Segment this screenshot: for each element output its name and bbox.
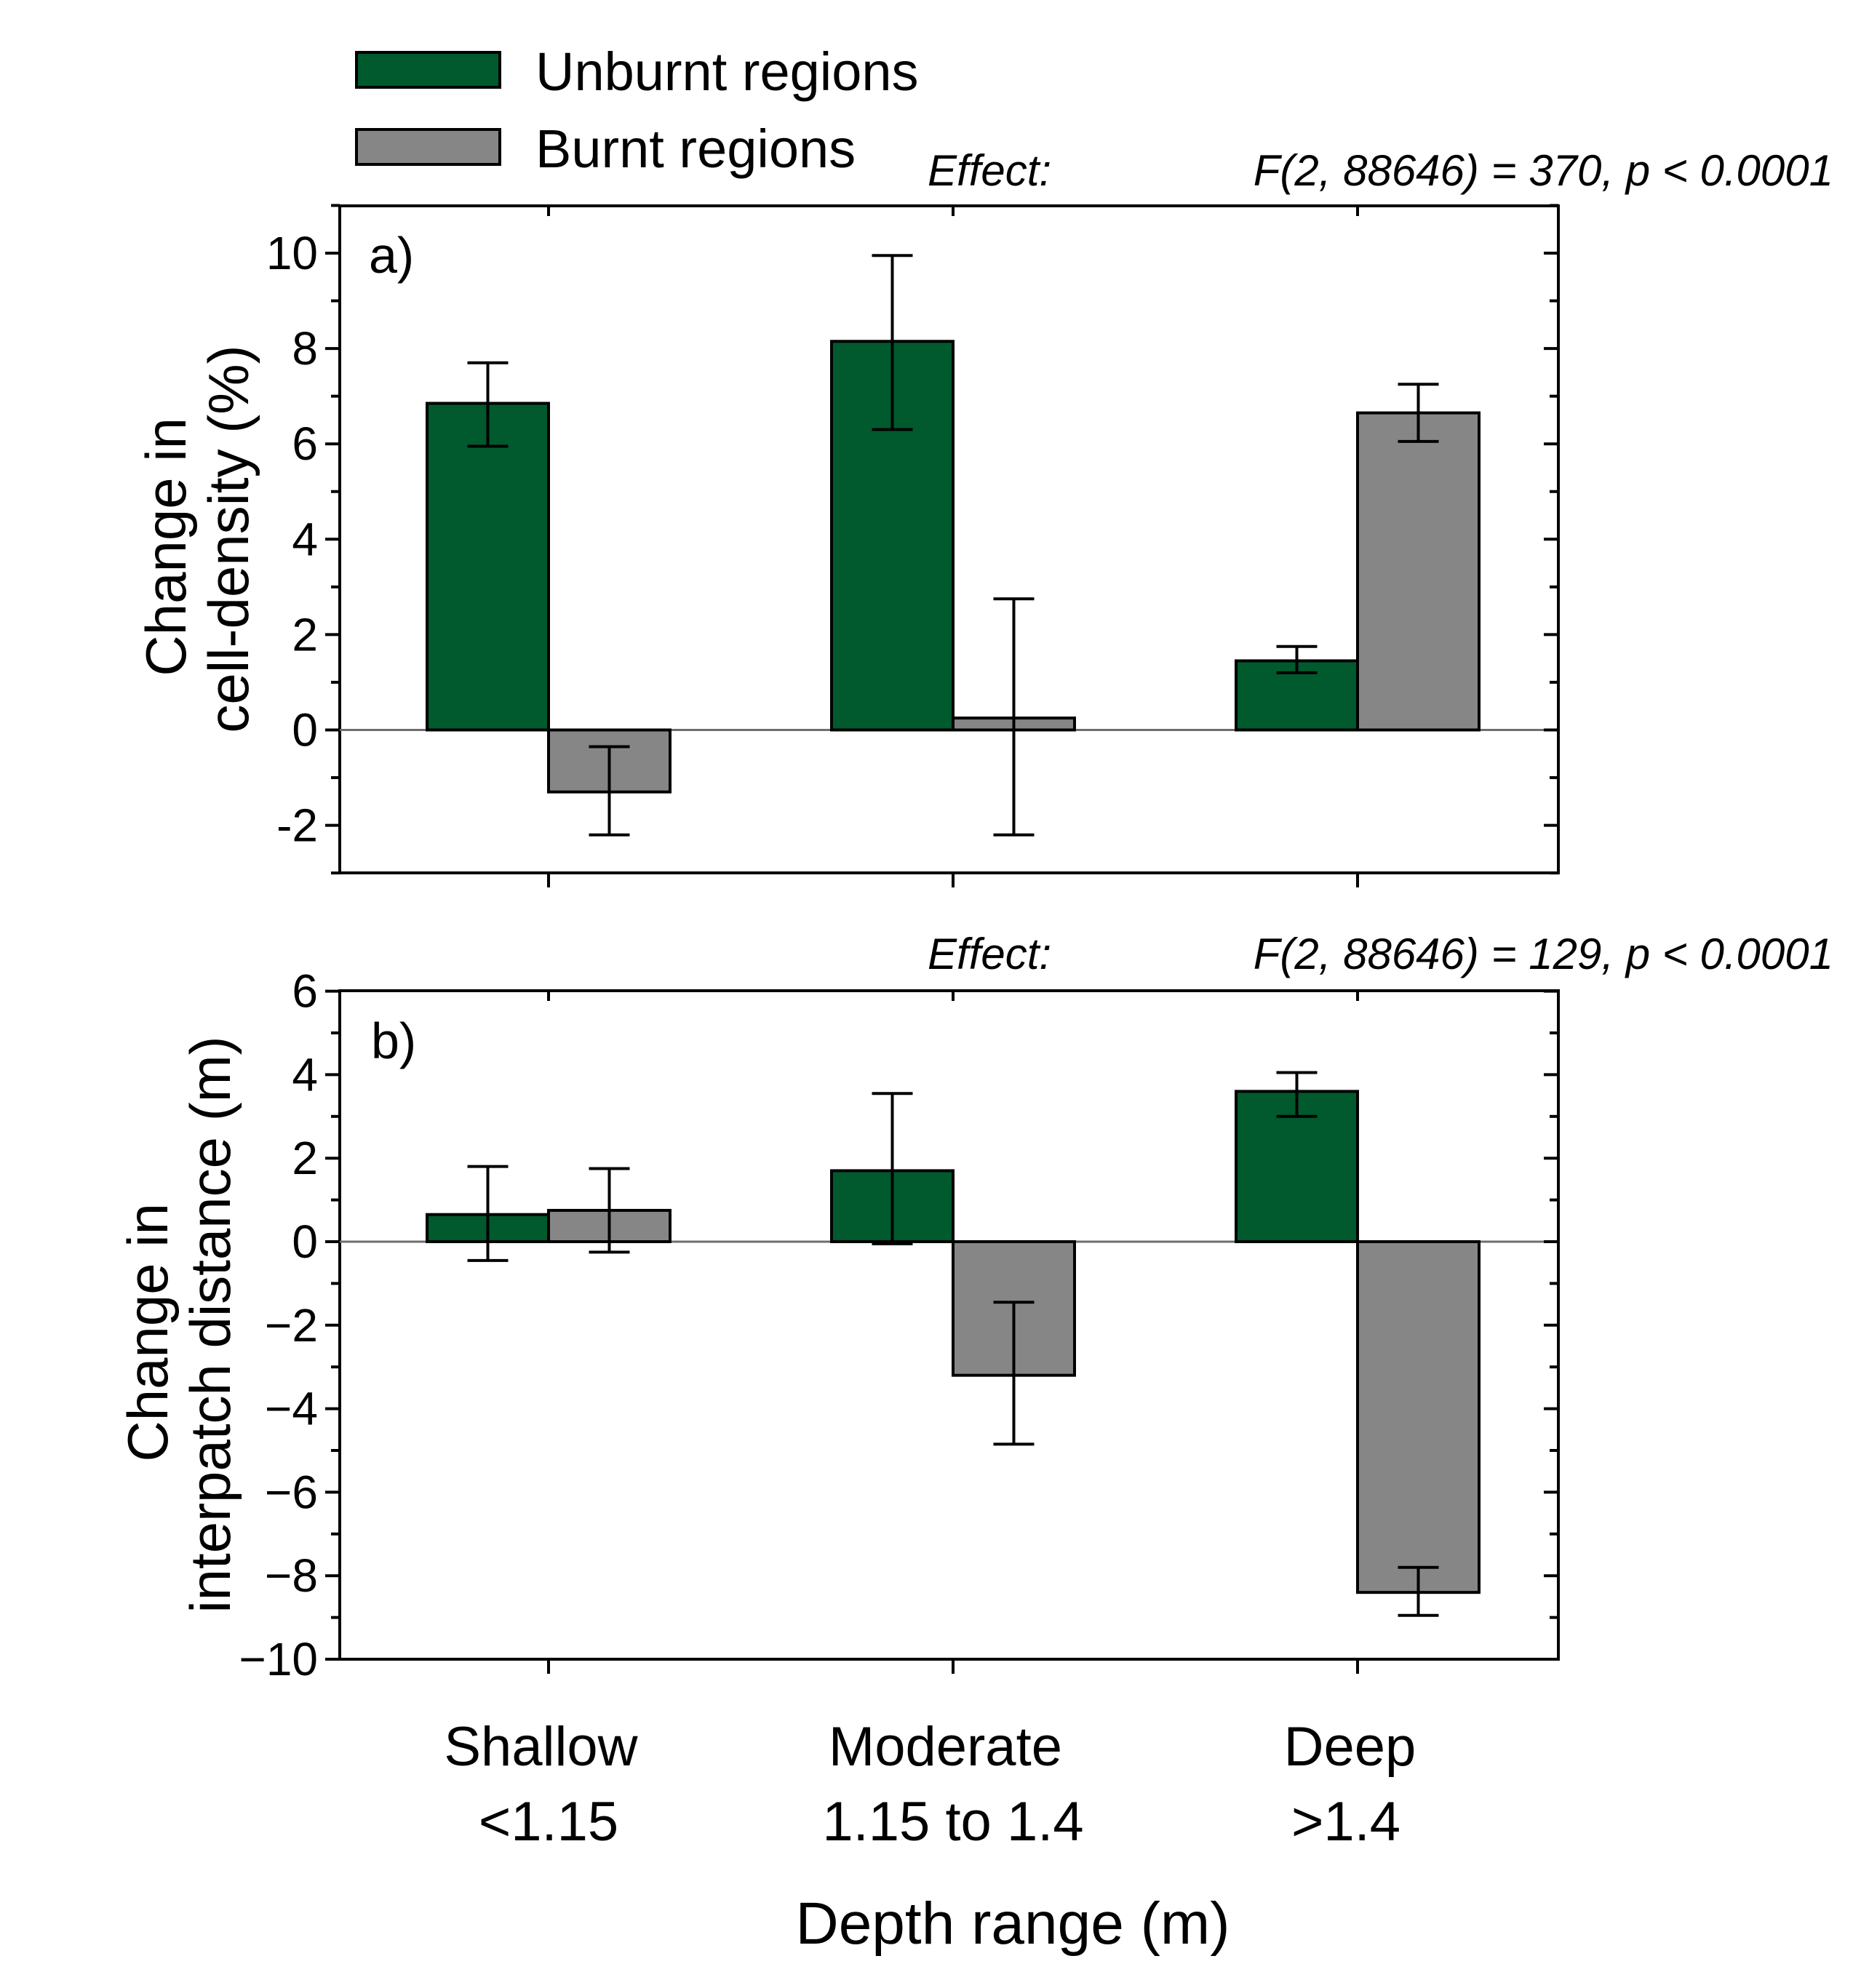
y-tick-label-a: 4 [292, 513, 318, 565]
error-bar-burnt-2 [1398, 383, 1439, 443]
y-axis-label-b-line1: Change in [116, 1203, 180, 1462]
error-bar-unburnt-2 [1276, 644, 1318, 674]
error-bar-burnt-1 [993, 597, 1035, 837]
y-axis-label-a-line1: Change in [134, 418, 198, 676]
legend-label-unburnt: Unburnt regions [535, 41, 919, 102]
error-bar-unburnt-1 [872, 1092, 913, 1245]
error-bar-burnt-2 [1398, 1565, 1439, 1617]
legend-label-burnt: Burnt regions [535, 119, 856, 179]
y-tick-label-b: 2 [292, 1132, 318, 1184]
bar-burnt-2 [1356, 1240, 1481, 1594]
y-axis-label-a: Change in cell-density (%) [134, 345, 260, 732]
panel-b-interpatch-distance: b) Change in interpatch distance (m) −10… [116, 965, 1560, 1685]
error-bar-unburnt-1 [872, 254, 913, 431]
y-tick-label-b: 6 [292, 965, 318, 1018]
legend-swatch-unburnt [355, 51, 501, 89]
y-tick-label-a: 8 [292, 322, 318, 375]
y-tick-label-a: 6 [292, 418, 318, 470]
y-tick-label-a: -2 [276, 799, 318, 852]
x-category-moderate-name: Moderate [829, 1716, 1062, 1778]
y-tick-label-a: 0 [292, 704, 318, 757]
effect-label-a: Effect: [928, 146, 1051, 195]
x-category-labels: Shallow <1.15 Moderate 1.15 to 1.4 Deep … [444, 1716, 1432, 1853]
y-tick-label-a: 10 [266, 227, 318, 279]
error-bar-unburnt-2 [1276, 1071, 1318, 1118]
x-category-moderate: Moderate 1.15 to 1.4 [822, 1716, 1083, 1853]
error-bar-burnt-0 [589, 745, 630, 837]
x-category-deep-name: Deep [1284, 1716, 1416, 1778]
legend-swatch-burnt [355, 128, 501, 166]
y-axis-label-b: Change in interpatch distance (m) [116, 1036, 242, 1613]
error-bar-burnt-1 [993, 1301, 1035, 1446]
panel-label-b: b) [371, 1013, 416, 1069]
y-tick-label-b: 0 [292, 1215, 318, 1268]
x-category-deep-range: >1.4 [1291, 1791, 1400, 1853]
error-bar-unburnt-0 [467, 361, 509, 448]
y-tick-label-b: −10 [239, 1633, 318, 1685]
y-tick-label-b: 4 [292, 1048, 318, 1101]
effect-text-a: F(2, 88646) = 370, p < 0.0001 [1254, 146, 1833, 195]
error-bar-burnt-0 [589, 1167, 630, 1254]
y-axis-label-a-line2: cell-density (%) [196, 345, 260, 732]
error-bar-unburnt-0 [467, 1165, 509, 1262]
x-category-shallow-range: <1.15 [479, 1791, 618, 1853]
panel-a-cell-density: a) Change in cell-density (%) -2 0 2 4 6 8 10 [134, 204, 1560, 887]
x-category-shallow: Shallow <1.15 [444, 1716, 653, 1853]
y-tick-label-b: −2 [265, 1299, 318, 1352]
panel-label-a: a) [369, 227, 414, 284]
bar-burnt-2 [1356, 411, 1481, 732]
effect-text-b: F(2, 88646) = 129, p < 0.0001 [1254, 930, 1833, 978]
x-category-deep: Deep >1.4 [1284, 1716, 1432, 1853]
y-tick-label-b: −4 [265, 1383, 318, 1435]
x-category-shallow-name: Shallow [444, 1716, 638, 1778]
x-category-moderate-range: 1.15 to 1.4 [822, 1791, 1083, 1853]
effect-label-b: Effect: [928, 930, 1051, 978]
y-tick-label-b: −6 [265, 1466, 318, 1518]
y-tick-label-a: 2 [292, 608, 318, 660]
bar-unburnt-0 [426, 402, 550, 732]
y-tick-label-b: −8 [265, 1549, 318, 1602]
x-axis-label: Depth range (m) [795, 1891, 1230, 1957]
y-axis-label-b-line2: interpatch distance (m) [178, 1036, 242, 1613]
legend: Unburnt regions Burnt regions [355, 41, 919, 179]
